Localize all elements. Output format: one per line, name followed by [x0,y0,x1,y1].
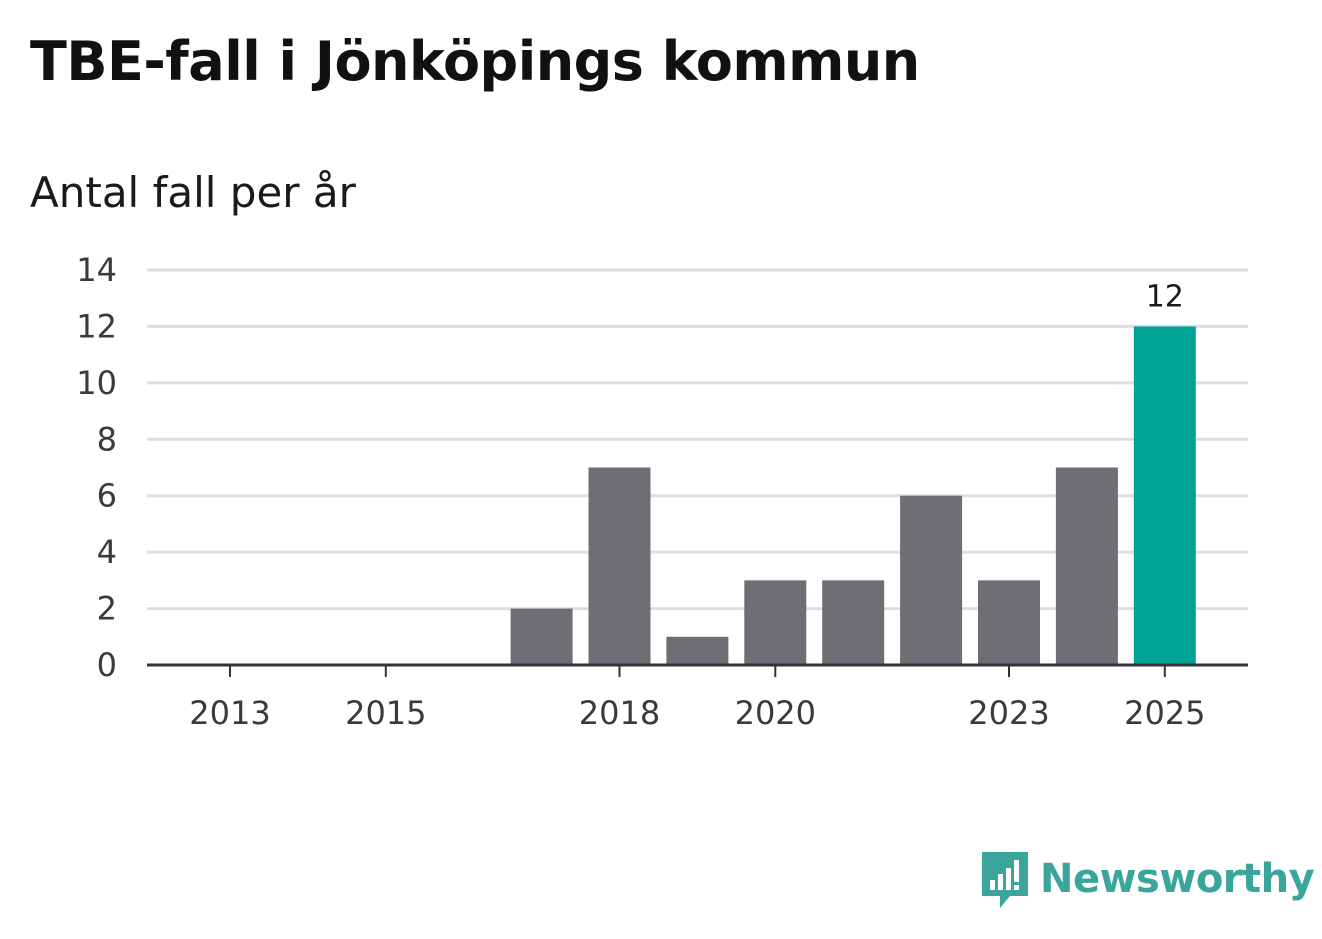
brand-logo: Newsworthy [980,848,1315,910]
y-axis-ticks: 0 2 4 6 8 10 12 14 [76,251,117,684]
bars [510,326,1196,665]
y-tick-label-2: 2 [97,590,117,628]
data-label-2025: 12 [1146,279,1184,314]
bar-2020 [744,580,807,665]
x-tick-label-2023: 2023 [968,694,1049,732]
bar-2018 [588,467,651,665]
bar-2021 [822,580,885,665]
bar-2019 [666,636,729,665]
x-tick-label-2018: 2018 [579,694,660,732]
y-tick-label-0: 0 [97,646,117,684]
data-labels: 12 [1146,279,1184,314]
y-tick-label-14: 14 [76,251,117,289]
x-tick-label-2015: 2015 [345,694,426,732]
bar-2024 [1055,467,1118,665]
y-tick-label-12: 12 [76,307,117,345]
y-tick-label-4: 4 [97,533,117,571]
brand-name: Newsworthy [1040,856,1315,902]
chart-title: TBE-fall i Jönköpings kommun [30,30,920,93]
y-tick-label-10: 10 [76,364,117,402]
newsworthy-logo-icon [982,852,1028,908]
x-tick-label-2013: 2013 [189,694,270,732]
x-tick-label-2020: 2020 [735,694,816,732]
bar-2017 [510,608,573,665]
y-tick-label-6: 6 [97,477,117,515]
bar-chart: 0 2 4 6 8 10 12 14 2013 2015 2018 2020 2023 2025 12 [76,251,1248,732]
bar-2023 [978,580,1040,665]
x-tick-label-2025: 2025 [1124,694,1205,732]
x-axis: 2013 2015 2018 2020 2023 2025 [147,663,1248,732]
chart-subtitle: Antal fall per år [30,168,356,217]
y-tick-label-8: 8 [97,420,117,458]
bar-2022 [900,495,963,665]
bar-2025 [1133,326,1196,665]
